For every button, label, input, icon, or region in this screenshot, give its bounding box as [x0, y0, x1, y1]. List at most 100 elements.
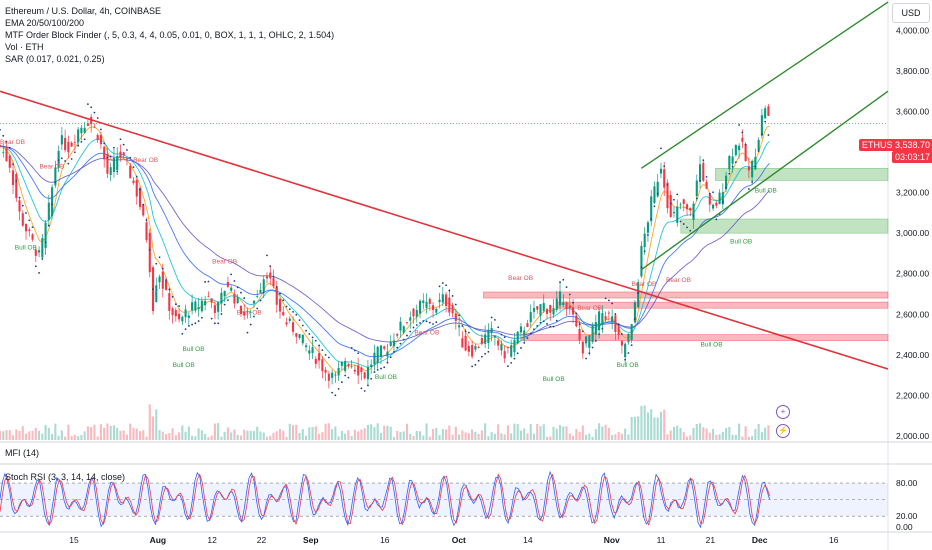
volume-bar	[412, 436, 415, 440]
sar-dot	[425, 320, 428, 323]
candle-body	[572, 307, 575, 315]
candle-body	[431, 305, 435, 310]
candle-body	[0, 145, 2, 147]
volume-bar	[738, 423, 741, 440]
candle-body	[549, 304, 552, 313]
sar-dot	[83, 138, 86, 141]
order-block-tag: Bear OB	[577, 305, 602, 312]
candle-body	[412, 308, 415, 317]
sar-dot	[513, 357, 516, 360]
sar-dot	[712, 191, 714, 194]
order-block-tag: Bull OB	[15, 244, 37, 251]
volume-bar	[448, 425, 451, 440]
candle-body	[620, 341, 623, 346]
candle-body	[396, 333, 399, 336]
y-tick-label: 2,400.00	[896, 350, 929, 360]
candle-body	[200, 300, 203, 312]
sar-dot	[129, 156, 132, 159]
volume-bar	[653, 417, 656, 440]
sar-dot	[695, 197, 698, 200]
volume-bar	[601, 426, 604, 440]
indicator-sar[interactable]: SAR (0.017, 0.021, 0.25)	[5, 54, 105, 64]
indicator-volume[interactable]: Vol · ETH	[5, 42, 44, 52]
x-tick-label: 12	[207, 535, 217, 545]
candle-body	[598, 311, 601, 331]
candle-body	[575, 315, 578, 327]
volume-bar	[373, 427, 376, 440]
candle-body	[132, 180, 135, 184]
x-tick-label: 11	[657, 535, 666, 545]
candle-body	[38, 250, 41, 253]
volume-bar	[47, 428, 50, 440]
sar-dot	[721, 200, 724, 203]
volume-bar	[83, 431, 86, 440]
candle-body	[624, 343, 627, 358]
sar-dot	[259, 299, 262, 302]
candle-body	[458, 325, 461, 328]
candle-body	[497, 340, 500, 346]
volume-bar	[702, 427, 705, 440]
sar-dot	[376, 369, 379, 371]
candle-body	[138, 188, 142, 208]
volume-bar	[734, 434, 737, 440]
candle-body	[318, 353, 321, 361]
y-tick-label: 2,200.00	[896, 390, 929, 400]
candle-body	[220, 292, 223, 304]
volume-bar	[422, 435, 425, 440]
volume-bar	[230, 432, 233, 440]
volume-bar	[256, 426, 259, 440]
sar-dot	[666, 184, 669, 186]
sar-dot	[643, 250, 646, 253]
volume-bar	[689, 435, 692, 440]
candle-body	[523, 330, 526, 336]
candle-body	[60, 135, 63, 145]
candle-body	[435, 308, 438, 313]
sar-dot	[494, 318, 496, 321]
currency-button[interactable]: USD	[892, 3, 930, 23]
sar-dot	[686, 226, 688, 229]
sar-dot	[386, 361, 389, 364]
volume-bar	[298, 432, 301, 440]
volume-bar	[308, 427, 311, 440]
stoch-label: Stoch RSI (3, 3, 14, 14, close)	[5, 472, 126, 482]
volume-bar	[38, 430, 41, 440]
order-block-tag: Bear OB	[508, 275, 533, 282]
indicator-ema[interactable]: EMA 20/50/100/200	[5, 18, 85, 28]
sar-dot	[705, 176, 708, 178]
sar-dot	[249, 323, 252, 326]
candle-body	[764, 108, 767, 119]
candle-body	[503, 351, 506, 359]
y-tick-label: 3,200.00	[896, 188, 929, 198]
volume-bar	[249, 430, 252, 440]
volume-bar	[555, 428, 558, 440]
volume-bar	[467, 433, 470, 440]
volume-bar	[679, 428, 682, 440]
volume-bar	[125, 434, 129, 440]
volume-bar	[754, 428, 757, 440]
volume-bar	[132, 427, 135, 440]
volume-bar	[630, 416, 633, 440]
candle-body	[611, 316, 614, 323]
candle-body	[607, 312, 610, 314]
candle-body	[650, 196, 653, 222]
sar-dot	[77, 144, 80, 147]
sar-dot	[676, 193, 679, 196]
sar-dot	[230, 273, 233, 276]
lightning-icon[interactable]: ⚡	[776, 424, 790, 438]
candle-body	[441, 294, 444, 303]
sar-dot	[318, 344, 320, 347]
plus-icon[interactable]: +	[776, 405, 790, 419]
candle-body	[539, 304, 542, 316]
candle-body	[360, 367, 363, 373]
sar-dot	[279, 292, 281, 295]
volume-bar	[461, 430, 464, 440]
candle-body	[614, 315, 617, 333]
indicator-order-block[interactable]: MTF Order Block Finder (, 5, 0.3, 4, 4, …	[5, 30, 335, 40]
volume-bar	[572, 435, 575, 440]
sar-dot	[31, 226, 34, 228]
sar-dot	[126, 149, 128, 151]
candle-body	[44, 222, 47, 249]
volume-bar	[116, 427, 119, 440]
candle-body	[565, 302, 568, 309]
